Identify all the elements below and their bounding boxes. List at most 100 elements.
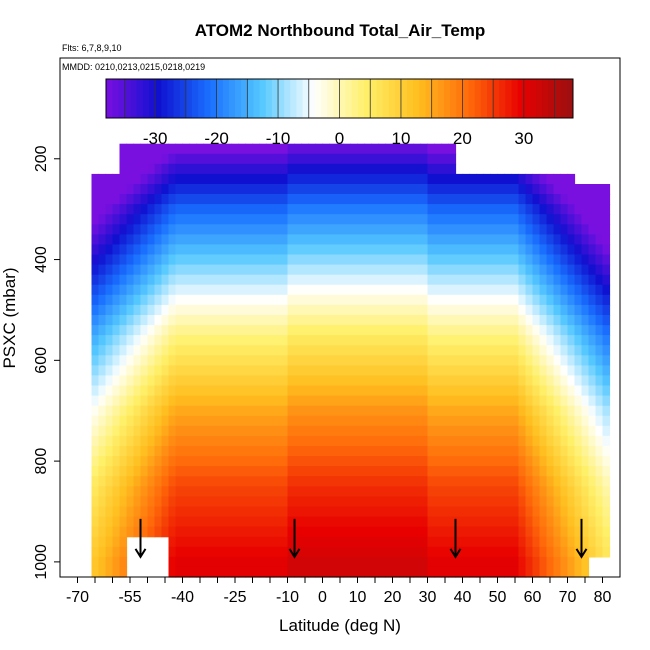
heatmap-cell bbox=[567, 294, 576, 306]
heatmap-cell bbox=[560, 234, 569, 246]
heatmap-cell bbox=[161, 143, 170, 155]
heatmap-cell bbox=[427, 486, 436, 497]
heatmap-cell bbox=[434, 566, 443, 578]
heatmap-cell bbox=[287, 375, 296, 387]
heatmap-cell bbox=[161, 234, 170, 246]
heatmap-cell bbox=[154, 415, 163, 427]
heatmap-cell bbox=[371, 184, 380, 195]
heatmap-cell bbox=[315, 153, 324, 165]
heatmap-cell bbox=[161, 516, 170, 528]
heatmap-cell bbox=[595, 224, 604, 235]
heatmap-cell bbox=[210, 405, 219, 417]
heatmap-cell bbox=[259, 274, 268, 286]
heatmap-cell bbox=[357, 556, 366, 568]
heatmap-cell bbox=[364, 425, 373, 437]
heatmap-cell bbox=[245, 204, 254, 215]
heatmap-cell bbox=[371, 294, 380, 306]
heatmap-cell bbox=[287, 435, 296, 447]
heatmap-cell bbox=[539, 435, 548, 447]
x-tick-label: 80 bbox=[594, 589, 612, 606]
heatmap-cell bbox=[392, 244, 401, 256]
heatmap-cell bbox=[511, 335, 520, 346]
heatmap-cell bbox=[532, 395, 541, 407]
colorbar-swatch bbox=[388, 79, 396, 118]
heatmap-cell bbox=[525, 476, 534, 487]
heatmap-cell bbox=[329, 184, 338, 195]
heatmap-cell bbox=[91, 194, 100, 205]
heatmap-cell bbox=[574, 415, 583, 427]
heatmap-cell bbox=[588, 466, 597, 477]
heatmap-cell bbox=[217, 163, 226, 175]
heatmap-cell bbox=[140, 254, 149, 266]
heatmap-cell bbox=[182, 254, 191, 266]
heatmap-cell bbox=[119, 274, 128, 286]
heatmap-cell bbox=[504, 254, 513, 266]
heatmap-cell bbox=[343, 204, 352, 215]
heatmap-cell bbox=[448, 163, 457, 175]
heatmap-cell bbox=[427, 546, 436, 558]
heatmap-cell bbox=[385, 214, 394, 225]
heatmap-cell bbox=[294, 355, 303, 366]
heatmap-cell bbox=[539, 325, 548, 336]
heatmap-cell bbox=[294, 335, 303, 346]
heatmap-cell bbox=[252, 506, 261, 518]
heatmap-cell bbox=[266, 425, 275, 437]
heatmap-cell bbox=[413, 214, 422, 225]
heatmap-cell bbox=[476, 415, 485, 427]
heatmap-cell bbox=[371, 304, 380, 316]
heatmap-cell bbox=[175, 304, 184, 316]
heatmap-cell bbox=[588, 345, 597, 356]
heatmap-cell bbox=[238, 375, 247, 387]
heatmap-cell bbox=[560, 556, 569, 568]
heatmap-cell bbox=[196, 365, 205, 377]
heatmap-cell bbox=[147, 375, 156, 387]
heatmap-cell bbox=[287, 506, 296, 518]
heatmap-cell bbox=[595, 435, 604, 447]
heatmap-cell bbox=[140, 153, 149, 165]
heatmap-cell bbox=[287, 526, 296, 538]
heatmap-cell bbox=[399, 274, 408, 286]
heatmap-cell bbox=[476, 365, 485, 377]
heatmap-cell bbox=[238, 143, 247, 155]
heatmap-cell bbox=[287, 556, 296, 568]
heatmap-cell bbox=[343, 375, 352, 387]
heatmap-cell bbox=[336, 425, 345, 437]
heatmap-cell bbox=[161, 466, 170, 477]
heatmap-cell bbox=[497, 345, 506, 356]
heatmap-cell bbox=[91, 214, 100, 225]
heatmap-cell bbox=[266, 274, 275, 286]
heatmap-cell bbox=[266, 496, 275, 508]
heatmap-cell bbox=[497, 556, 506, 568]
heatmap-cell bbox=[441, 385, 450, 397]
heatmap-cell bbox=[301, 345, 310, 356]
heatmap-cell bbox=[539, 415, 548, 427]
heatmap-cell bbox=[105, 566, 114, 578]
heatmap-cell bbox=[357, 486, 366, 497]
heatmap-cell bbox=[217, 566, 226, 578]
heatmap-cell bbox=[399, 365, 408, 377]
colorbar-swatch bbox=[161, 79, 168, 118]
heatmap-cell bbox=[140, 476, 149, 487]
heatmap-cell bbox=[511, 375, 520, 387]
heatmap-cell bbox=[140, 184, 149, 195]
heatmap-cell bbox=[385, 496, 394, 508]
heatmap-cell bbox=[497, 526, 506, 538]
heatmap-cell bbox=[350, 284, 359, 296]
heatmap-cell bbox=[588, 325, 597, 336]
heatmap-cell bbox=[252, 496, 261, 508]
heatmap-cell bbox=[224, 274, 233, 286]
heatmap-cell bbox=[119, 365, 128, 377]
heatmap-cell bbox=[434, 476, 443, 487]
colorbar-swatch bbox=[370, 79, 377, 118]
heatmap-cell bbox=[280, 395, 289, 407]
heatmap-cell bbox=[511, 264, 520, 276]
heatmap-cell bbox=[378, 526, 387, 538]
heatmap-cell bbox=[497, 304, 506, 316]
heatmap-cell bbox=[441, 365, 450, 377]
heatmap-cell bbox=[392, 194, 401, 205]
heatmap-cell bbox=[525, 294, 534, 306]
heatmap-cell bbox=[182, 486, 191, 497]
heatmap-cell bbox=[567, 244, 576, 256]
heatmap-cell bbox=[105, 546, 114, 558]
heatmap-cell bbox=[546, 355, 555, 366]
